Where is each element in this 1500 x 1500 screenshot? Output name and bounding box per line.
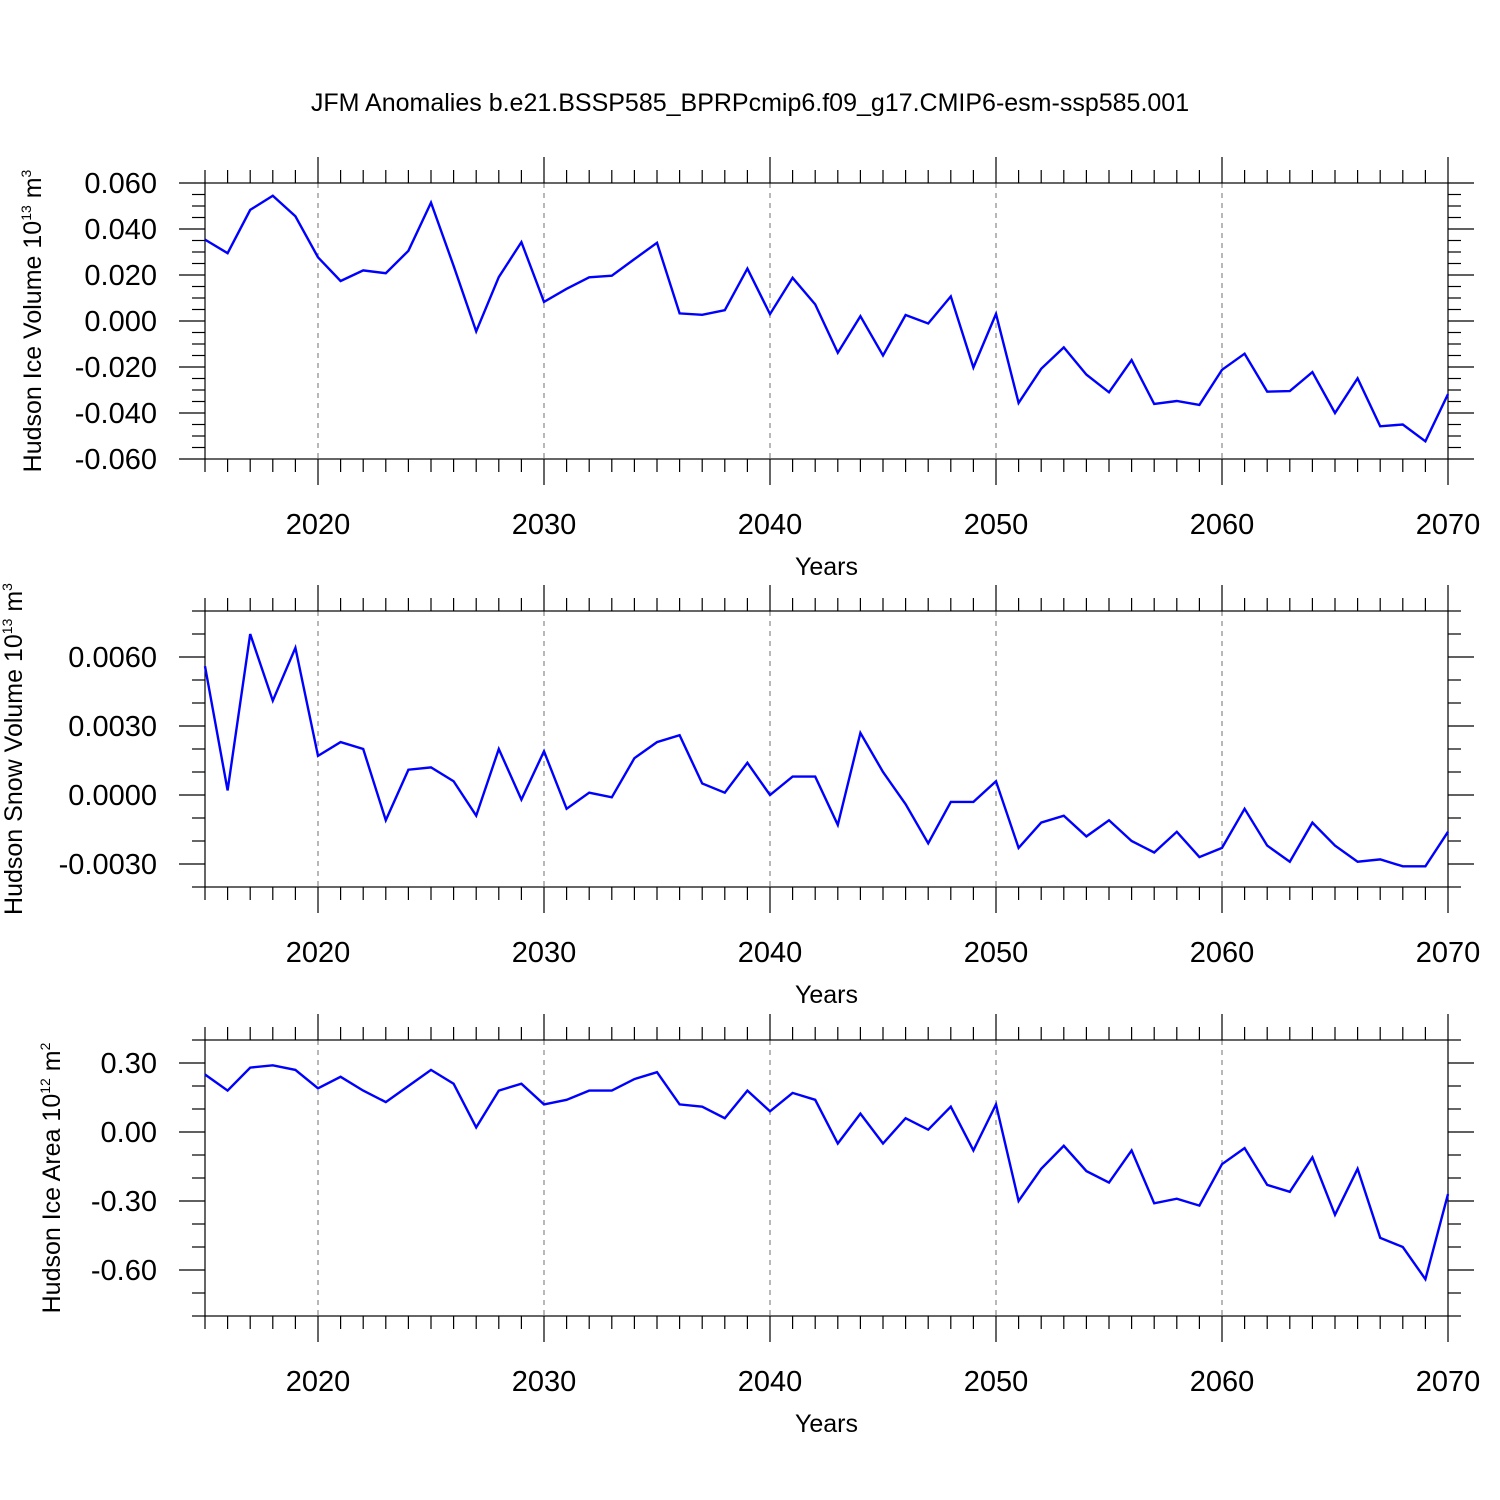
x-axis-label: Years [795, 1410, 858, 1438]
series-line [204, 194, 1450, 444]
y-tick-label: -0.060 [75, 444, 157, 476]
x-tick-label: 2020 [286, 937, 351, 969]
y-tick-label: 0.020 [84, 260, 157, 292]
x-tick-label: 2040 [738, 1366, 803, 1398]
x-tick-label: 2060 [1190, 509, 1255, 541]
chart-panel-1: 0.060 0.040 0.020 0.000 -0.020 -0.040 -0.060 20… [18, 157, 1480, 581]
plot-frame [204, 610, 1449, 888]
y-tick-label: -0.0030 [59, 849, 157, 881]
x-tick-label: 2060 [1190, 1366, 1255, 1398]
x-tick-label: 2050 [964, 937, 1029, 969]
y-tick-label: 0.0060 [68, 642, 157, 674]
plot-frame [204, 1039, 1449, 1317]
x-tick-label: 2070 [1416, 1366, 1481, 1398]
y-tick-label: -0.30 [91, 1186, 157, 1218]
y-tick-label: -0.60 [91, 1255, 157, 1287]
chart-panel-2: 0.0060 0.0030 0.0000 -0.0030 2020 2030 2040 205… [0, 583, 1480, 1009]
y-axis-label: Hudson Ice Volume 1013 m3 [18, 169, 47, 472]
x-tick-label: 2070 [1416, 937, 1481, 969]
y-tick-label: 0.0030 [68, 711, 157, 743]
y-axis-label: Hudson Ice Area 1012 m2 [37, 1042, 66, 1313]
x-tick-label: 2050 [964, 1366, 1029, 1398]
series-line [203, 633, 1450, 868]
x-tick-label: 2070 [1416, 509, 1481, 541]
x-tick-label: 2030 [512, 509, 577, 541]
x-axis-label: Years [795, 553, 858, 581]
x-tick-label: 2030 [512, 1366, 577, 1398]
x-tick-label: 2060 [1190, 937, 1255, 969]
x-tick-label: 2020 [286, 1366, 351, 1398]
panels: 0.060 0.040 0.020 0.000 -0.020 -0.040 -0.060 20… [0, 157, 1480, 1438]
x-tick-label: 2040 [738, 509, 803, 541]
x-axis-label: Years [795, 981, 858, 1009]
chart-panel-3: 0.30 0.00 -0.30 -0.60 2020 2030 2040 2050 2060 20… [37, 1014, 1480, 1438]
y-tick-label: 0.0000 [68, 780, 157, 812]
series-line [204, 1064, 1450, 1282]
y-tick-label: -0.040 [75, 398, 157, 430]
y-axis-label: Hudson Snow Volume 1013 m3 [0, 583, 28, 915]
y-tick-label: -0.020 [75, 352, 157, 384]
y-tick-label: 0.060 [84, 168, 157, 200]
y-tick-label: 0.00 [101, 1117, 157, 1149]
x-tick-label: 2040 [738, 937, 803, 969]
x-tick-label: 2030 [512, 937, 577, 969]
y-tick-label: 0.000 [84, 306, 157, 338]
x-tick-label: 2050 [964, 509, 1029, 541]
chart-title: JFM Anomalies b.e21.BSSP585_BPRPcmip6.f0… [311, 89, 1189, 117]
y-tick-label: 0.30 [101, 1048, 157, 1080]
plot-frame [204, 182, 1449, 460]
y-tick-label: 0.040 [84, 214, 157, 246]
x-tick-label: 2020 [286, 509, 351, 541]
